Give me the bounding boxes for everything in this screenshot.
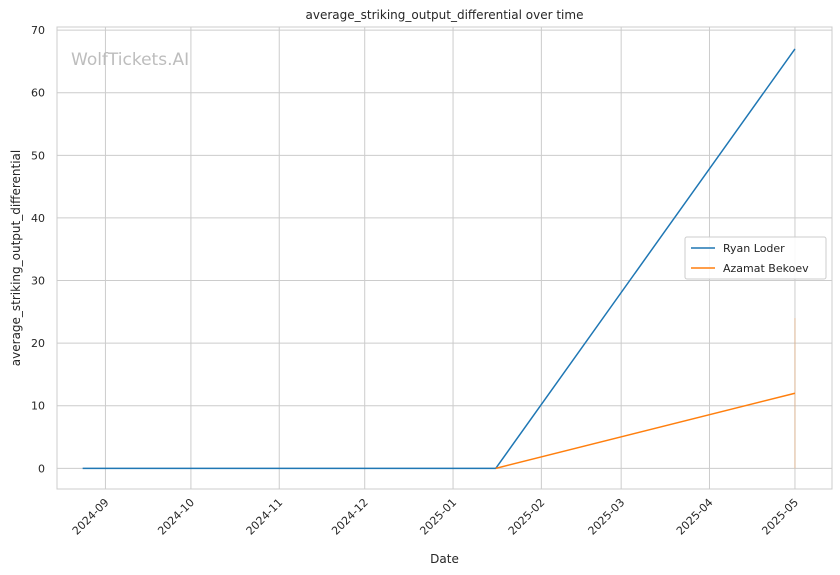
- series-line: [495, 392, 796, 470]
- x-axis-label: Date: [430, 552, 459, 566]
- legend: Ryan Loder Azamat Bekoev: [684, 236, 827, 280]
- x-tick-label: 2025-05: [759, 496, 801, 538]
- legend-box: [684, 236, 827, 280]
- y-tick-label: 20: [31, 337, 45, 350]
- x-tick-label: 2025-02: [506, 496, 548, 538]
- y-ticks: 0 10 20 30 40 50 60 70: [31, 24, 45, 475]
- y-tick-label: 50: [31, 149, 45, 162]
- y-tick-label: 10: [31, 400, 45, 413]
- plot-frame: [56, 26, 833, 490]
- x-tick-label: 2024-09: [70, 496, 112, 538]
- y-tick-label: 0: [38, 462, 45, 475]
- x-tick-label: 2024-12: [329, 496, 371, 538]
- x-tick-label: 2024-11: [244, 496, 286, 538]
- y-tick-label: 70: [31, 24, 45, 37]
- x-tick-label: 2025-03: [586, 496, 628, 538]
- y-tick-label: 30: [31, 275, 45, 288]
- x-tick-label: 2024-10: [155, 496, 197, 538]
- legend-label: Ryan Loder: [723, 242, 785, 255]
- x-ticks: 2024-09 2024-10 2024-11 2024-12 2025-01 2025-…: [70, 496, 801, 538]
- grid: [57, 27, 832, 489]
- x-tick-label: 2025-01: [417, 496, 459, 538]
- y-tick-label: 40: [31, 212, 45, 225]
- legend-label: Azamat Bekoev: [723, 262, 809, 275]
- x-tick-label: 2025-04: [674, 496, 716, 538]
- chart-title: average_striking_output_differential ove…: [306, 8, 584, 22]
- y-tick-label: 60: [31, 87, 45, 100]
- watermark: WolfTickets.AI: [71, 50, 189, 70]
- y-axis-label: average_striking_output_differential: [9, 150, 23, 366]
- series-layer: [82, 48, 796, 470]
